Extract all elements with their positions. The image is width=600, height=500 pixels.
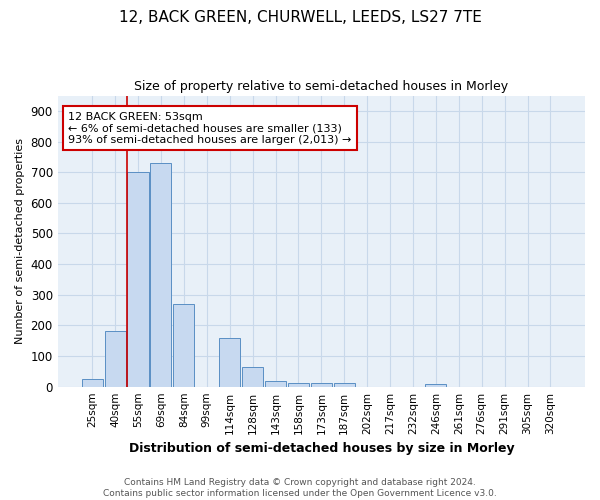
Bar: [151, 163, 172, 386]
Bar: [219, 338, 240, 386]
Bar: [311, 384, 332, 386]
Bar: [265, 381, 286, 386]
Bar: [104, 330, 125, 386]
X-axis label: Distribution of semi-detached houses by size in Morley: Distribution of semi-detached houses by …: [128, 442, 514, 455]
Text: 12 BACK GREEN: 53sqm
← 6% of semi-detached houses are smaller (133)
93% of semi-: 12 BACK GREEN: 53sqm ← 6% of semi-detach…: [68, 112, 352, 145]
Bar: [127, 172, 149, 386]
Bar: [242, 368, 263, 386]
Title: Size of property relative to semi-detached houses in Morley: Size of property relative to semi-detach…: [134, 80, 508, 93]
Bar: [288, 382, 309, 386]
Text: Contains HM Land Registry data © Crown copyright and database right 2024.
Contai: Contains HM Land Registry data © Crown c…: [103, 478, 497, 498]
Text: 12, BACK GREEN, CHURWELL, LEEDS, LS27 7TE: 12, BACK GREEN, CHURWELL, LEEDS, LS27 7T…: [119, 10, 481, 25]
Bar: [425, 384, 446, 386]
Bar: [173, 304, 194, 386]
Bar: [82, 379, 103, 386]
Bar: [334, 384, 355, 386]
Y-axis label: Number of semi-detached properties: Number of semi-detached properties: [15, 138, 25, 344]
